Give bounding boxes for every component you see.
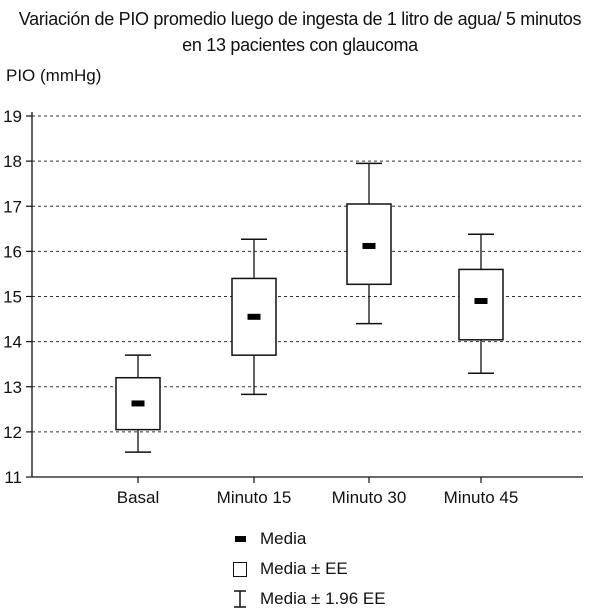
mean-marker-2 (362, 242, 376, 249)
legend-item-box: Media ± EE (228, 554, 386, 584)
y-tick-label-14: 14 (3, 333, 22, 352)
legend-label-whisker: Media ± 1.96 EE (260, 589, 386, 608)
box-group-1 (231, 238, 277, 396)
legend: Media Media ± EE Media ± 1.96 EE (228, 524, 386, 614)
x-tick-label-0: Basal (117, 488, 160, 507)
mean-marker-icon (228, 528, 252, 550)
box-group-2 (346, 162, 392, 325)
box-3 (458, 268, 504, 341)
box-icon (228, 558, 252, 580)
mean-marker-0 (131, 400, 145, 407)
plot-marks (115, 162, 504, 453)
chart-title-line-1: Variación de PIO promedio luego de inges… (18, 9, 582, 29)
y-tick-label-18: 18 (3, 152, 22, 171)
y-tick-label-13: 13 (3, 378, 22, 397)
y-tick-label-11: 11 (4, 468, 22, 487)
axes (31, 112, 583, 478)
x-tick-label-2: Minuto 30 (332, 488, 407, 507)
y-tick-label-12: 12 (3, 423, 22, 442)
box-group-3 (458, 233, 504, 374)
x-ticks: Basal Minuto 15 Minuto 30 Minuto 45 (117, 477, 519, 507)
mean-marker-1 (247, 313, 261, 320)
whisker-icon (228, 588, 252, 610)
y-tick-label-16: 16 (3, 242, 22, 261)
box-group-0 (115, 354, 161, 453)
legend-label-box: Media ± EE (260, 559, 348, 578)
y-axis-label: PIO (mmHg) (6, 66, 102, 85)
y-tick-label-17: 17 (3, 197, 22, 216)
chart-title-line-2: en 13 pacientes con glaucoma (182, 35, 418, 55)
y-ticks: 11 12 13 14 15 16 17 18 19 (3, 107, 32, 487)
legend-item-mean: Media (228, 524, 386, 554)
box-plot: 11 12 13 14 15 16 17 18 19 Basal Minuto 15 Minuto … (3, 107, 583, 507)
legend-item-whisker: Media ± 1.96 EE (228, 584, 386, 614)
legend-label-mean: Media (260, 529, 307, 548)
y-tick-label-15: 15 (3, 288, 22, 307)
y-tick-label-19: 19 (3, 107, 22, 126)
chart-title: Variación de PIO promedio luego de inges… (0, 6, 600, 58)
mean-marker-3 (474, 298, 488, 305)
x-tick-label-1: Minuto 15 (217, 488, 292, 507)
x-tick-label-3: Minuto 45 (444, 488, 519, 507)
box-2 (346, 203, 392, 286)
